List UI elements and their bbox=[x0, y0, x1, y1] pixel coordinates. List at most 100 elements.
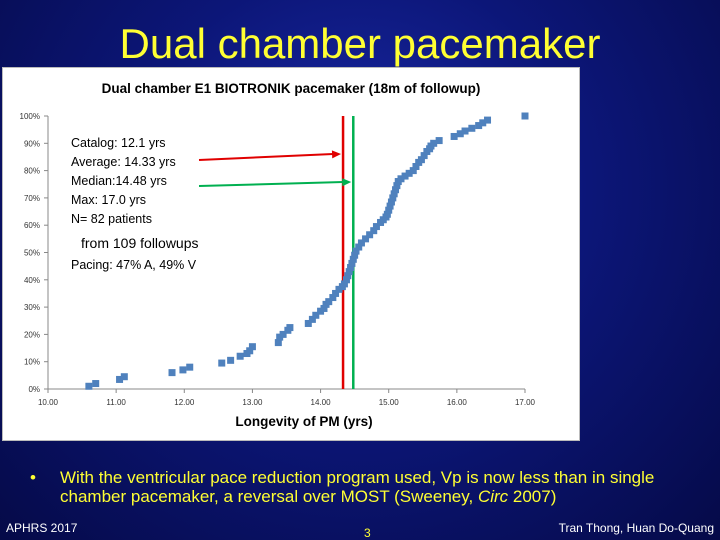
y-tick-label: 100% bbox=[20, 112, 40, 121]
data-point bbox=[521, 112, 529, 120]
data-point bbox=[479, 119, 487, 127]
median-arrow-head bbox=[342, 178, 352, 187]
data-point bbox=[168, 369, 176, 377]
average-arrow-head bbox=[331, 150, 342, 159]
x-tick-label: 16.00 bbox=[447, 398, 468, 407]
data-point bbox=[340, 280, 348, 288]
data-point bbox=[348, 259, 356, 267]
y-tick-label: 10% bbox=[24, 358, 40, 367]
data-point bbox=[92, 380, 100, 388]
data-point bbox=[236, 352, 244, 360]
data-point bbox=[218, 359, 226, 367]
data-point bbox=[383, 210, 391, 218]
bullet-text: With the ventricular pace reduction prog… bbox=[60, 468, 710, 506]
x-axis-label: Longevity of PM (yrs) bbox=[235, 414, 372, 429]
chart-marks bbox=[85, 112, 529, 390]
data-point bbox=[320, 304, 328, 312]
y-tick-label: 70% bbox=[24, 194, 40, 203]
bullet-text-part-1: With the ventricular pace reduction prog… bbox=[60, 468, 655, 506]
data-point bbox=[366, 231, 374, 239]
x-tick-label: 13.00 bbox=[242, 398, 263, 407]
x-tick-label: 11.00 bbox=[106, 398, 126, 407]
y-tick-label: 40% bbox=[24, 276, 40, 285]
data-point bbox=[397, 175, 405, 183]
data-point bbox=[461, 127, 469, 135]
bullet-dot: • bbox=[30, 468, 36, 487]
annotation-average: Average: 14.33 yrs bbox=[71, 155, 176, 169]
data-point bbox=[286, 324, 294, 332]
footer-authors: Tran Thong, Huan Do-Quang bbox=[558, 521, 714, 535]
data-point bbox=[352, 247, 360, 255]
data-point bbox=[484, 116, 492, 124]
chart-panel: Dual chamber E1 BIOTRONIK pacemaker (18m… bbox=[2, 67, 580, 441]
data-point bbox=[370, 227, 378, 235]
slide-title: Dual chamber pacemaker bbox=[119, 20, 601, 67]
data-point bbox=[385, 206, 393, 214]
data-point bbox=[332, 289, 340, 297]
data-point bbox=[435, 137, 443, 145]
data-point bbox=[405, 169, 413, 177]
data-point bbox=[412, 163, 420, 171]
x-tick-label: 14.00 bbox=[311, 398, 332, 407]
data-point bbox=[390, 190, 398, 198]
footer-conference: APHRS 2017 bbox=[6, 521, 78, 535]
data-point bbox=[355, 243, 363, 251]
data-point bbox=[393, 182, 401, 190]
chart-axes: 0% 10% 20% 30% 40% 50% 60% 70% 80% 90% 100% 10.00 11… bbox=[20, 112, 536, 407]
data-point bbox=[389, 194, 397, 202]
data-point bbox=[450, 132, 458, 140]
data-point bbox=[227, 356, 235, 364]
y-tick-label: 20% bbox=[24, 330, 40, 339]
data-point bbox=[329, 294, 337, 302]
data-point bbox=[417, 156, 425, 164]
data-point bbox=[392, 186, 400, 194]
data-point bbox=[85, 382, 93, 390]
y-tick-label: 80% bbox=[24, 167, 40, 176]
data-point bbox=[430, 139, 438, 147]
data-point bbox=[357, 239, 365, 247]
data-point bbox=[401, 172, 409, 180]
annotation-pacing: Pacing: 47% A, 49% V bbox=[71, 258, 197, 272]
data-point bbox=[347, 264, 355, 272]
chart-title: Dual chamber E1 BIOTRONIK pacemaker (18m… bbox=[102, 81, 481, 96]
data-point bbox=[308, 315, 316, 323]
data-point bbox=[349, 255, 357, 263]
x-tick-label: 12.00 bbox=[174, 398, 195, 407]
annotation-max: Max: 17.0 yrs bbox=[71, 193, 146, 207]
data-point bbox=[116, 375, 124, 383]
x-tick-label: 10.00 bbox=[38, 398, 59, 407]
y-tick-label: 0% bbox=[28, 385, 40, 394]
x-tick-label: 17.00 bbox=[515, 398, 536, 407]
data-point bbox=[186, 363, 194, 371]
data-point bbox=[344, 272, 352, 280]
page-number: 3 bbox=[364, 526, 371, 540]
annotation-followups: from 109 followups bbox=[81, 235, 199, 251]
data-point bbox=[386, 202, 394, 210]
data-point bbox=[372, 223, 380, 231]
x-tick-label: 15.00 bbox=[379, 398, 400, 407]
scatter-chart: Dual chamber E1 BIOTRONIK pacemaker (18m… bbox=[20, 81, 536, 429]
data-point bbox=[345, 268, 353, 276]
bullet-text-part-3: 2007) bbox=[508, 487, 557, 506]
data-point bbox=[120, 373, 128, 381]
data-point bbox=[342, 276, 350, 284]
annotation-median: Median:14.48 yrs bbox=[71, 174, 167, 188]
data-point bbox=[325, 298, 333, 306]
data-point bbox=[468, 124, 476, 132]
y-tick-label: 30% bbox=[24, 303, 40, 312]
annotation-box: Catalog: 12.1 yrs Average: 14.33 yrs Media… bbox=[71, 136, 199, 272]
data-point bbox=[409, 167, 417, 175]
y-tick-label: 60% bbox=[24, 221, 40, 230]
average-arrow-shaft bbox=[198, 153, 334, 161]
data-point bbox=[274, 339, 282, 347]
data-point bbox=[279, 330, 287, 338]
bullet-citation-journal: Circ bbox=[477, 487, 509, 506]
data-point bbox=[362, 235, 370, 243]
annotation-catalog: Catalog: 12.1 yrs bbox=[71, 136, 166, 150]
annotation-n-patients: N= 82 patients bbox=[71, 212, 152, 226]
data-point bbox=[248, 343, 256, 351]
data-point bbox=[420, 152, 428, 160]
data-point bbox=[179, 366, 187, 374]
data-point bbox=[312, 311, 320, 319]
data-point bbox=[246, 347, 254, 355]
